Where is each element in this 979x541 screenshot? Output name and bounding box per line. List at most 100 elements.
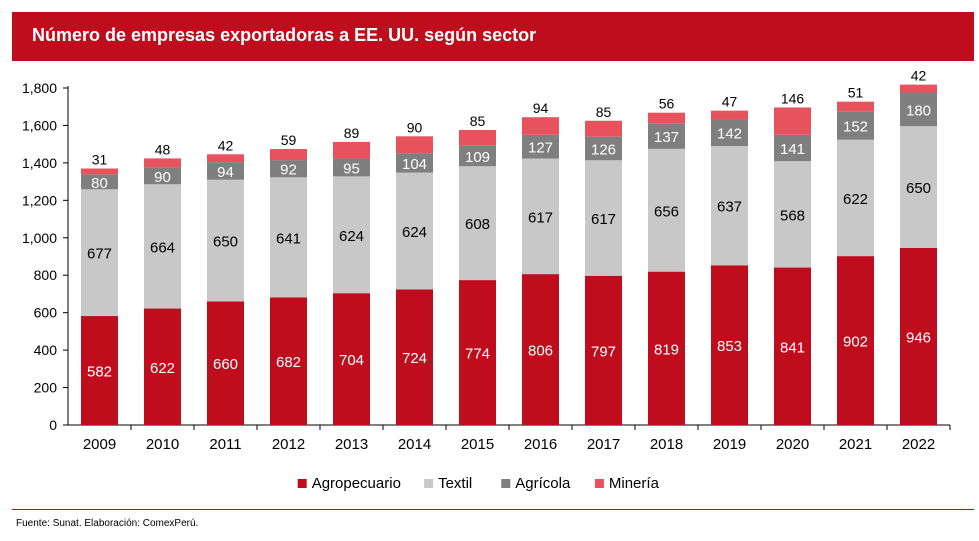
x-tick-label: 2011 — [209, 436, 241, 453]
bar-segment-agrícola — [837, 111, 874, 140]
data-label: 127 — [528, 140, 553, 157]
data-label: 47 — [722, 94, 738, 110]
bar-segment-textil — [207, 179, 244, 302]
stacked-bar-chart: 0 200 400 600 800 1,000 1,200 1,400 1,600 1,800 20… — [22, 68, 951, 492]
x-tick-label: 2009 — [83, 436, 116, 453]
bar-segment-textil — [522, 158, 559, 275]
bar-segment-textil — [459, 166, 496, 281]
bar-segment-textil — [396, 172, 433, 290]
bar-segment-agrícola — [459, 145, 496, 167]
x-tick-label: 2015 — [461, 436, 494, 453]
data-label: 146 — [781, 90, 805, 106]
bar-segment-agropecuario — [207, 301, 244, 425]
data-label: 841 — [780, 339, 805, 356]
data-label: 48 — [155, 141, 171, 157]
x-tick-label: 2018 — [650, 436, 683, 453]
bar-segment-agrícola — [648, 123, 685, 149]
bar-segment-textil — [333, 176, 370, 294]
x-tick-label: 2013 — [335, 436, 368, 453]
data-label: 617 — [528, 209, 553, 226]
data-label: 51 — [848, 85, 864, 101]
legend-label: Agropecuario — [312, 475, 401, 492]
y-tick-label: 800 — [34, 267, 58, 283]
y-tick-label: 1,000 — [22, 230, 57, 246]
data-label: 806 — [528, 343, 553, 360]
data-label: 59 — [281, 132, 297, 148]
bar-segment-agrícola — [270, 160, 307, 178]
legend-label: Agrícola — [515, 475, 571, 492]
bar-segment-agrícola — [333, 158, 370, 177]
legend-swatch-textil — [424, 479, 434, 488]
data-label: 624 — [402, 224, 427, 241]
bar-segment-minería — [270, 149, 307, 161]
bar-segment-minería — [774, 107, 811, 135]
footer-divider — [12, 509, 974, 510]
y-tick-label: 200 — [34, 380, 58, 396]
data-label: 92 — [280, 162, 297, 179]
bar-segment-textil — [774, 161, 811, 268]
data-label: 109 — [465, 149, 490, 166]
data-label: 90 — [154, 169, 171, 186]
data-label: 650 — [906, 180, 931, 197]
data-label: 853 — [717, 338, 742, 355]
bar-segment-agropecuario — [585, 275, 622, 425]
bar-segment-agrícola — [396, 153, 433, 173]
data-label: 89 — [344, 125, 360, 141]
bar-segment-textil — [711, 146, 748, 266]
data-label: 660 — [213, 356, 238, 373]
data-label: 85 — [470, 113, 486, 129]
data-label: 95 — [343, 160, 360, 177]
x-tick-label: 2021 — [839, 436, 872, 453]
data-label: 608 — [465, 216, 490, 233]
data-label: 902 — [843, 334, 868, 351]
bar-segment-textil — [900, 126, 937, 248]
x-tick-label: 2017 — [587, 436, 620, 453]
data-label: 624 — [339, 228, 364, 245]
data-label: 677 — [87, 246, 112, 263]
data-label: 94 — [533, 100, 549, 116]
data-label: 682 — [276, 354, 301, 371]
legend-swatch-agrícola — [501, 479, 511, 488]
data-label: 774 — [465, 346, 490, 363]
bar-segment-agrícola — [900, 92, 937, 127]
y-tick-label: 0 — [49, 417, 57, 433]
bar-segment-agropecuario — [900, 247, 937, 425]
data-label: 137 — [654, 129, 679, 146]
data-label: 797 — [591, 343, 616, 360]
bar-segment-minería — [648, 112, 685, 124]
data-label: 656 — [654, 203, 679, 220]
data-label: 568 — [780, 207, 805, 224]
bar-segment-agrícola — [144, 167, 181, 185]
bar-segment-agrícola — [81, 174, 118, 190]
data-label: 637 — [717, 199, 742, 216]
bar-segment-textil — [585, 160, 622, 276]
x-tick-label: 2010 — [146, 436, 179, 453]
bar-segment-agropecuario — [270, 297, 307, 425]
bar-segment-textil — [837, 139, 874, 257]
legend-label: Minería — [609, 475, 660, 492]
bar-segment-agrícola — [774, 134, 811, 162]
y-tick-label: 600 — [34, 305, 58, 321]
data-label: 141 — [780, 141, 805, 158]
legend-swatch-minería — [594, 479, 604, 488]
chart-title-bar: Número de empresas exportadoras a EE. UU… — [12, 12, 974, 61]
bar-segment-agropecuario — [648, 271, 685, 425]
data-label: 622 — [150, 360, 175, 377]
legend-swatch-agropecuario — [297, 479, 307, 488]
x-tick-label: 2012 — [272, 436, 305, 453]
source-note: Fuente: Sunat. Elaboración: ComexPerú. — [16, 518, 199, 529]
data-label: 819 — [654, 341, 679, 358]
data-label: 42 — [911, 68, 927, 84]
x-tick-label: 2020 — [776, 436, 809, 453]
y-tick-label: 1,600 — [22, 117, 57, 133]
bar-segment-minería — [711, 110, 748, 120]
data-label: 946 — [906, 329, 931, 346]
bar-segment-agropecuario — [774, 267, 811, 425]
data-label: 152 — [843, 118, 868, 135]
data-label: 90 — [407, 119, 423, 135]
x-tick-label: 2014 — [398, 436, 431, 453]
data-label: 180 — [906, 102, 931, 119]
data-label: 650 — [213, 234, 238, 251]
data-label: 582 — [87, 364, 112, 381]
bar-segment-minería — [333, 141, 370, 159]
